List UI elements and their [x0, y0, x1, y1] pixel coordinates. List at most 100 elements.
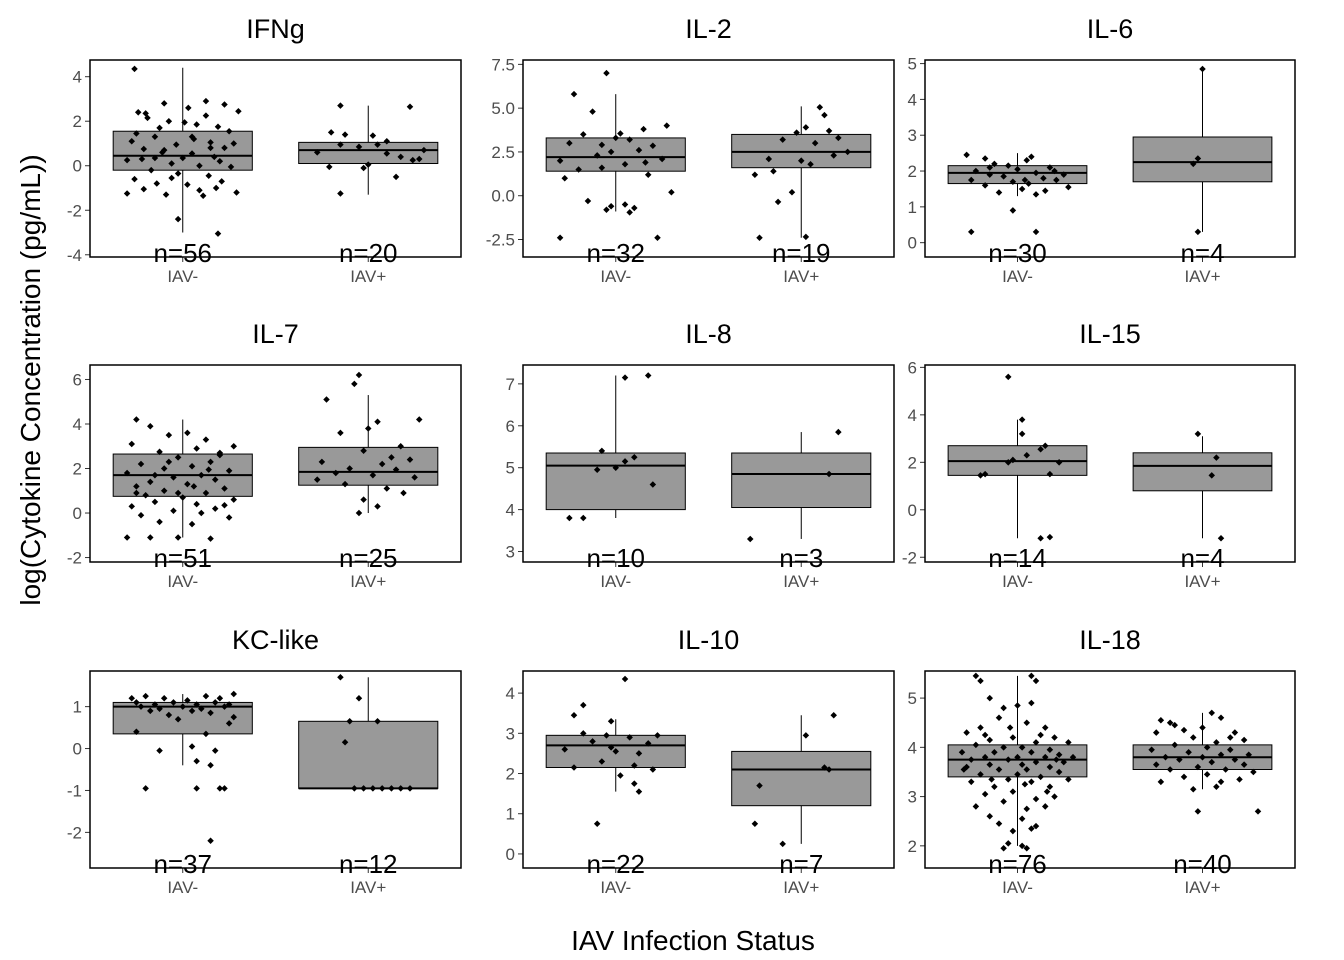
data-point-iav-neg	[216, 449, 224, 457]
data-point-iav-neg	[133, 416, 140, 423]
data-point-iav-neg	[972, 803, 980, 810]
data-point-iav-neg	[225, 467, 233, 474]
x-tick-label: IAV+	[350, 572, 386, 591]
data-point-iav-neg	[607, 202, 615, 210]
data-point-iav-neg	[212, 184, 220, 192]
data-point-iav-neg	[995, 820, 1003, 827]
data-point-iav-neg	[230, 690, 238, 698]
panel-title: IL-2	[685, 14, 732, 44]
data-point-iav-neg	[967, 176, 975, 184]
box-iav-pos	[298, 720, 439, 789]
data-point-iav-neg	[216, 785, 224, 792]
data-point-iav-neg	[131, 65, 138, 73]
data-point-iav-neg	[995, 189, 1003, 196]
data-point-iav-neg	[207, 139, 214, 146]
data-point-iav-neg	[174, 489, 182, 497]
data-point-iav-neg	[986, 761, 994, 768]
y-tick-label: 4	[506, 684, 515, 703]
data-point-iav-neg	[137, 512, 145, 519]
n-label-iav-pos: n=4	[1180, 238, 1224, 268]
data-point-iav-neg	[580, 701, 587, 709]
data-point-iav-neg	[151, 471, 159, 479]
data-point-iav-pos	[411, 474, 418, 481]
data-point-iav-neg	[958, 749, 966, 756]
data-point-iav-pos	[374, 141, 381, 148]
data-point-iav-neg	[133, 483, 140, 490]
y-tick-label: 7.5	[491, 55, 515, 74]
x-tick-label: IAV-	[600, 572, 631, 591]
data-point-iav-neg	[147, 166, 155, 174]
y-tick-label: 1	[73, 698, 82, 717]
data-point-iav-neg	[225, 701, 233, 708]
data-point-iav-neg	[972, 741, 980, 749]
box-iav-neg	[545, 452, 686, 511]
data-point-iav-neg	[179, 494, 187, 501]
data-point-iav-pos	[374, 503, 381, 510]
data-point-iav-pos	[1203, 744, 1211, 751]
y-tick-label: -4	[67, 246, 82, 265]
data-point-iav-neg	[230, 496, 238, 503]
data-point-iav-neg	[198, 509, 205, 517]
data-point-iav-pos	[397, 785, 404, 792]
data-point-iav-neg	[1009, 788, 1017, 795]
data-point-iav-pos	[369, 132, 377, 139]
data-point-iav-neg	[207, 837, 214, 845]
panel-border	[522, 670, 895, 869]
data-point-iav-pos	[751, 171, 759, 178]
data-point-iav-neg	[214, 123, 222, 131]
data-point-iav-pos	[360, 785, 367, 792]
data-point-iav-neg	[640, 125, 647, 133]
data-point-iav-pos	[825, 766, 833, 773]
data-point-iav-neg	[173, 141, 180, 148]
n-label-iav-neg: n=22	[586, 849, 645, 879]
panel-title: IFNg	[246, 14, 305, 44]
box-iav-pos	[1132, 452, 1273, 492]
box-iav-pos	[731, 452, 872, 509]
data-point-iav-neg	[593, 466, 601, 474]
data-point-iav-neg	[218, 178, 225, 185]
box-iav-pos	[731, 750, 872, 807]
y-tick-label: 5.0	[491, 99, 515, 118]
data-point-iav-pos	[369, 785, 377, 792]
data-point-iav-neg	[151, 133, 159, 141]
panel-title: IL-6	[1087, 14, 1134, 44]
data-point-iav-pos	[323, 396, 330, 403]
data-point-iav-neg	[153, 180, 161, 187]
data-point-iav-neg	[134, 109, 142, 116]
data-point-iav-pos	[774, 198, 782, 206]
x-tick-label: IAV+	[1184, 572, 1220, 591]
data-point-iav-neg	[1004, 373, 1012, 381]
x-tick-label: IAV+	[350, 878, 386, 897]
data-point-iav-pos	[318, 458, 326, 466]
data-point-iav-neg	[1014, 702, 1021, 709]
data-point-iav-neg	[147, 534, 154, 541]
y-tick-label: 2	[73, 112, 82, 131]
data-point-iav-neg	[193, 785, 200, 792]
data-point-iav-neg	[626, 209, 633, 216]
data-point-iav-neg	[156, 705, 163, 712]
data-point-iav-neg	[188, 133, 196, 141]
data-point-iav-pos	[337, 674, 344, 681]
data-point-iav-neg	[160, 487, 168, 495]
data-point-iav-neg	[160, 694, 168, 702]
data-point-iav-neg	[1018, 842, 1026, 850]
data-point-iav-pos	[793, 129, 800, 136]
data-point-iav-neg	[561, 174, 568, 182]
data-point-iav-pos	[327, 129, 335, 136]
n-label-iav-neg: n=56	[153, 238, 212, 268]
data-point-iav-neg	[1018, 815, 1026, 823]
data-point-iav-neg	[174, 454, 182, 461]
x-tick-label: IAV+	[783, 267, 819, 286]
y-tick-label: 2	[73, 460, 82, 479]
x-tick-label: IAV-	[1002, 878, 1033, 897]
data-point-iav-neg	[1000, 798, 1007, 805]
data-point-iav-neg	[1004, 776, 1012, 783]
data-point-iav-neg	[1023, 805, 1031, 813]
data-point-iav-neg	[137, 460, 145, 468]
data-point-iav-neg	[147, 422, 154, 430]
